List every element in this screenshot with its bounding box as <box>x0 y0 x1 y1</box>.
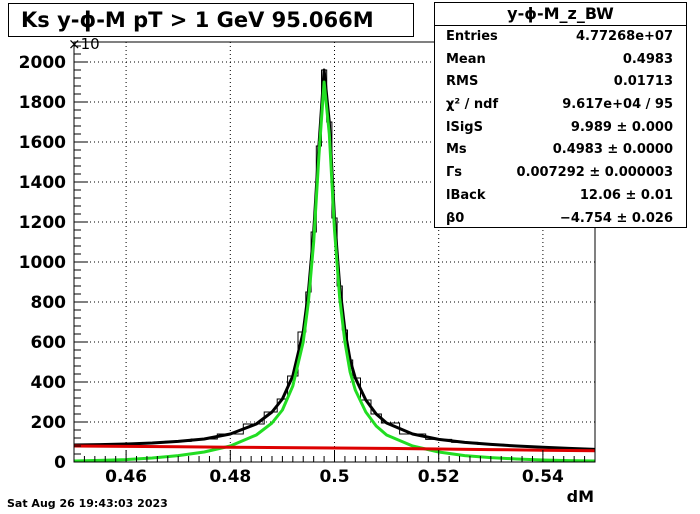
stats-box: y-ϕ-M_z_BW Entries 4.77268e+07 Mean 0.49… <box>434 2 687 228</box>
y-tick-label: 1800 <box>19 93 66 113</box>
stat-row-lsigs: lSigS 9.989 ± 0.000 <box>435 117 686 140</box>
stat-value: 0.4983 ± 0.0000 <box>552 142 673 158</box>
stat-name: Γs <box>446 165 463 181</box>
x-tick-label: 0.54 <box>522 467 564 487</box>
y-tick-label: 1400 <box>19 173 66 193</box>
stat-name: χ² / ndf <box>446 97 499 113</box>
y-tick-label: 800 <box>31 293 67 313</box>
plot-series <box>73 68 596 463</box>
stat-row-rms: RMS 0.01713 <box>435 71 686 94</box>
stat-row-lback: lBack 12.06 ± 0.01 <box>435 185 686 208</box>
x-tick-label: 0.5 <box>319 467 349 487</box>
stat-value: 9.617e+04 / 95 <box>562 97 673 113</box>
stat-row-chi2: χ² / ndf 9.617e+04 / 95 <box>435 94 686 117</box>
stat-value: 0.007292 ± 0.000003 <box>516 165 673 181</box>
y-tick-label: 600 <box>31 333 67 353</box>
stat-row-mean: Mean 0.4983 <box>435 49 686 72</box>
axis-ticks <box>73 45 596 463</box>
stat-name: lBack <box>446 187 486 203</box>
stat-row-ms: Ms 0.4983 ± 0.0000 <box>435 139 686 162</box>
stat-value: 12.06 ± 0.01 <box>579 187 673 203</box>
x-axis-title: dM <box>567 487 594 506</box>
stat-name: lSigS <box>446 119 483 135</box>
x-tick-label: 0.48 <box>209 467 251 487</box>
stat-name: Mean <box>446 51 486 67</box>
y-tick-label: 0 <box>54 453 66 473</box>
axis-labels: 0.46 0.48 0.5 0.52 0.54 0 200 400 600 800 1000 1200… <box>19 53 564 487</box>
stat-row-beta0: β0 −4.754 ± 0.026 <box>435 208 686 231</box>
y-tick-label: 200 <box>31 413 67 433</box>
stat-name: Entries <box>446 29 498 44</box>
y-tick-label: 1600 <box>19 133 66 153</box>
x-tick-label: 0.52 <box>418 467 460 487</box>
stat-name: RMS <box>446 74 479 90</box>
y-tick-label: 1000 <box>19 253 66 273</box>
y-multiplier-label: ×10 <box>68 35 100 53</box>
series-background-fit <box>73 444 596 453</box>
stat-value: −4.754 ± 0.026 <box>559 210 673 226</box>
timestamp-label: Sat Aug 26 19:43:03 2023 <box>7 497 168 510</box>
stat-value: 9.989 ± 0.000 <box>570 119 673 135</box>
y-tick-label: 2000 <box>19 53 66 73</box>
stat-row-gamma: Γs 0.007292 ± 0.000003 <box>435 162 686 185</box>
y-tick-label: 400 <box>31 373 67 393</box>
y-tick-label: 1200 <box>19 213 66 233</box>
stats-title: y-ϕ-M_z_BW <box>435 3 686 26</box>
x-tick-label: 0.46 <box>105 467 147 487</box>
stat-row-entries: Entries 4.77268e+07 <box>435 26 686 49</box>
stat-value: 0.4983 <box>622 51 673 67</box>
series-signal-fit <box>73 80 596 463</box>
plot-title: Ks y-ϕ-M pT > 1 GeV 95.066M <box>8 3 414 37</box>
stat-name: β0 <box>446 210 465 226</box>
stat-value: 4.77268e+07 <box>575 29 673 44</box>
stat-name: Ms <box>446 142 467 158</box>
stat-value: 0.01713 <box>613 74 673 90</box>
